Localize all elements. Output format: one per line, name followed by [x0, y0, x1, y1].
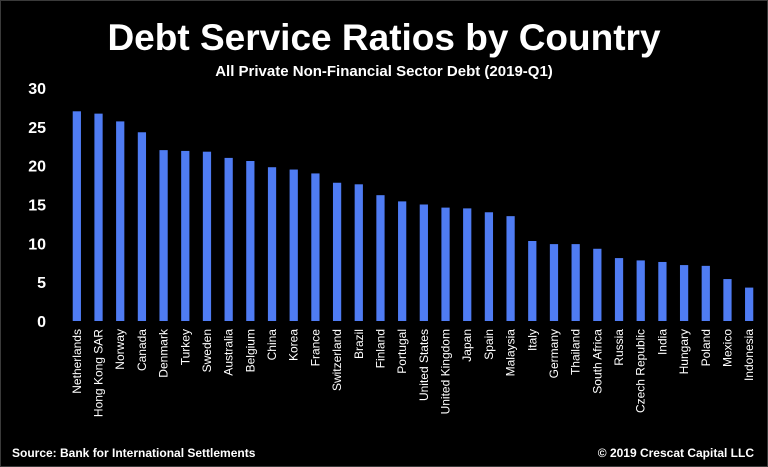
x-tick-label: Korea	[287, 329, 301, 361]
x-tick-label: South Africa	[590, 329, 604, 394]
bar-mexico	[723, 279, 732, 321]
bar-turkey	[181, 150, 190, 321]
bar-australia	[224, 157, 233, 321]
bar-hungary	[679, 265, 689, 321]
x-tick-label: Turkey	[178, 329, 192, 365]
x-tick-label: United Kingdom	[439, 329, 453, 414]
x-tick-label: Denmark	[157, 328, 171, 378]
bar-united-states	[419, 204, 428, 321]
y-tick-label: 5	[37, 275, 46, 292]
x-tick-label: Czech Republic	[634, 329, 648, 413]
bar-belgium	[246, 161, 255, 321]
bar-brazil	[354, 184, 363, 321]
bars	[72, 111, 754, 322]
x-tick-label: Netherlands	[70, 329, 84, 394]
x-tick-label: Norway	[113, 329, 127, 370]
y-tick-label: 0	[37, 314, 46, 331]
x-axis: Netherlands Hong Kong SAR Norway Canada Denm…	[70, 328, 756, 417]
y-axis: 0 5 10 15 20 25 30	[28, 81, 46, 331]
bar-sweden	[202, 151, 212, 321]
bar-russia	[614, 258, 624, 321]
x-tick-label: Sweden	[200, 329, 214, 372]
bar-malaysia	[506, 216, 515, 321]
x-tick-label: India	[655, 329, 669, 355]
x-tick-label: Malaysia	[504, 329, 518, 377]
bar-thailand	[571, 244, 580, 321]
y-tick-label: 20	[28, 159, 46, 176]
x-tick-label: Brazil	[352, 329, 366, 359]
bar-netherlands	[72, 111, 81, 321]
x-tick-label: Italy	[525, 329, 539, 351]
x-tick-label: Indonesia	[742, 329, 756, 381]
x-tick-label: Switzerland	[330, 329, 344, 391]
x-tick-label: Russia	[612, 329, 626, 366]
bar-france	[311, 173, 320, 321]
x-tick-label: China	[265, 329, 279, 361]
bar-czech-republic	[636, 260, 645, 321]
bar-china	[267, 167, 277, 321]
x-tick-label: Portugal	[395, 329, 409, 374]
chart-title: Debt Service Ratios by Country	[107, 17, 661, 58]
bar-canada	[137, 132, 147, 321]
x-tick-label: United States	[417, 329, 431, 401]
x-tick-label: Hungary	[677, 329, 691, 374]
x-tick-label: Spain	[482, 329, 496, 360]
x-tick-label: France	[308, 329, 322, 367]
bar-korea	[289, 169, 298, 321]
bar-italy	[528, 241, 537, 321]
bar-spain	[484, 212, 494, 321]
x-tick-label: Poland	[699, 329, 713, 366]
x-tick-label: Hong Kong SAR	[92, 329, 106, 417]
source-note: Source: Bank for International Settlemen…	[12, 446, 256, 460]
bar-india	[658, 261, 667, 321]
y-tick-label: 25	[28, 120, 46, 137]
bar-hong-kong-sar	[94, 113, 103, 321]
y-tick-label: 10	[28, 236, 46, 253]
y-tick-label: 15	[28, 198, 46, 215]
bar-japan	[463, 208, 472, 321]
x-tick-label: Canada	[135, 329, 149, 371]
bar-finland	[376, 195, 385, 321]
bar-denmark	[159, 150, 168, 321]
y-tick-label: 30	[28, 81, 46, 98]
bar-portugal	[398, 201, 407, 321]
bar-switzerland	[332, 182, 342, 321]
bar-united-kingdom	[441, 207, 450, 321]
bar-south-africa	[593, 248, 602, 321]
x-tick-label: Thailand	[569, 329, 583, 375]
bar-indonesia	[745, 287, 754, 321]
x-tick-label: Finland	[373, 329, 387, 368]
x-tick-label: Belgium	[243, 329, 257, 372]
x-tick-label: Mexico	[720, 329, 734, 367]
x-tick-label: Australia	[222, 329, 236, 376]
copyright-note: © 2019 Crescat Capital LLC	[597, 446, 754, 460]
x-tick-label: Japan	[460, 329, 474, 362]
x-tick-label: Germany	[547, 329, 561, 378]
bar-norway	[116, 121, 125, 322]
bar-poland	[701, 265, 710, 321]
bar-germany	[549, 244, 559, 321]
chart-subtitle: All Private Non-Financial Sector Debt (2…	[215, 63, 553, 80]
